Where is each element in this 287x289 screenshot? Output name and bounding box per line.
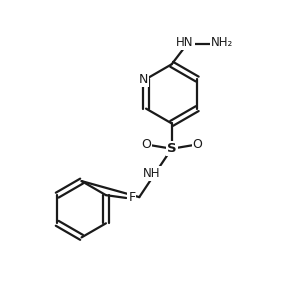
Text: O: O — [193, 138, 202, 151]
Text: NH₂: NH₂ — [211, 36, 233, 49]
Text: HN: HN — [176, 36, 194, 49]
Text: N: N — [139, 73, 148, 86]
Text: S: S — [167, 142, 177, 155]
Text: O: O — [141, 138, 151, 151]
Text: F: F — [128, 192, 135, 205]
Text: NH: NH — [143, 167, 161, 180]
